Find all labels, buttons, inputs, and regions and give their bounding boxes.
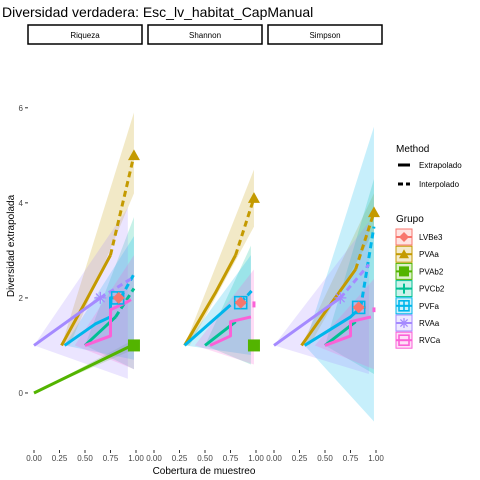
y-tick-label: 6 [19, 104, 24, 113]
x-tick-label: 0.25 [292, 454, 308, 463]
y-tick-label: 2 [19, 294, 24, 303]
facet-strip [27, 24, 143, 45]
y-axis-title: Diversidad extrapolada [6, 194, 17, 297]
x-tick-label: 0.50 [317, 454, 333, 463]
line-interpolado-rvca [324, 315, 372, 347]
facet-strip-label: Simpson [309, 31, 340, 40]
ribbon-pvaa [61, 112, 134, 346]
legend-group-label: PVCb2 [419, 285, 445, 294]
point-pvaa [367, 206, 380, 218]
facet-panel-simpson: Simpson 0.00 0.25 0.50 0.75 1.00 [266, 24, 384, 463]
ribbon-pvfa [304, 126, 374, 422]
facet-strip [267, 24, 383, 45]
ribbon-rvaa [34, 207, 128, 379]
line-interpolado-rvca [84, 301, 127, 347]
legend-group-label: PVAa [419, 250, 439, 259]
point-pvaa [247, 192, 260, 203]
facet-strip-label: Shannon [189, 31, 221, 40]
y-tick-label: 4 [19, 199, 24, 208]
legend-group-key [395, 331, 413, 349]
ribbon-pvaa [301, 193, 374, 346]
point-pvaa [127, 149, 140, 161]
legend: Method Extrapolado Interpolado Grupo LVBe3 PV… [395, 144, 462, 349]
facet-panel-shannon: Shannon 0.00 0.25 0.50 0.75 1.00 [146, 24, 264, 463]
x-tick-label: 0.00 [266, 454, 282, 463]
x-tick-label: 0.25 [52, 454, 68, 463]
legend-group-marker [399, 232, 409, 242]
x-tick-label: 0.00 [26, 454, 42, 463]
facet-panel-riqueza: Riqueza 0.00 0.25 0.50 0.75 1.00 [26, 24, 144, 463]
point-rvaa [94, 291, 107, 304]
line-interpolado-pvaa [60, 254, 112, 347]
legend-group-marker [399, 318, 409, 328]
x-tick-label: 1.00 [368, 454, 384, 463]
legend-group-label: LVBe3 [419, 233, 443, 242]
facet-strip [147, 24, 263, 45]
x-tick-label: 0.75 [103, 454, 119, 463]
legend-method-title: Method [396, 144, 429, 155]
legend-group-marker [399, 266, 409, 277]
line-extrapolado-rvaa [99, 277, 132, 300]
point-lvbe3 [352, 301, 365, 314]
chart-title: Diversidad verdadera: Esc_lv_habitat_Cap… [2, 4, 313, 20]
ribbon-pvaa [184, 169, 254, 346]
legend-group-marker [399, 249, 409, 259]
legend-group-key [395, 314, 413, 332]
line-extrapolado-pvaa [109, 154, 136, 256]
panel-data [183, 169, 260, 365]
legend-group-label: PVAb2 [419, 267, 444, 276]
legend-group-label: RVCa [419, 336, 441, 345]
line-interpolado-pvab2 [33, 344, 133, 395]
legend-method-label: Interpolado [419, 180, 460, 189]
legend-group-key [395, 245, 413, 263]
x-tick-label: 0.75 [343, 454, 359, 463]
x-tick-label: 0.25 [172, 454, 188, 463]
point-lvbe3 [112, 291, 125, 304]
line-extrapolado-rvaa [339, 263, 370, 299]
line-extrapolado-rvca [125, 296, 135, 304]
legend-group-marker [399, 283, 409, 294]
panel-data [33, 112, 140, 395]
facet-strip-label: Riqueza [70, 31, 100, 40]
legend-method-label: Extrapolado [419, 161, 462, 170]
y-axis: 0 2 4 6 [19, 104, 28, 398]
point-pvab2 [247, 339, 260, 352]
legend-group-title: Grupo [396, 214, 424, 225]
legend-group-key [395, 228, 413, 246]
line-interpolado-pvfa [183, 303, 232, 347]
x-tick-label: 1.00 [128, 454, 144, 463]
legend-group-marker [398, 299, 410, 312]
point-rvaa [334, 291, 347, 304]
point-lvbe3 [234, 296, 247, 309]
line-interpolado-rvaa [33, 296, 102, 347]
legend-group-marker [398, 334, 410, 347]
ribbon-rvaa [274, 221, 369, 374]
x-tick-label: 1.00 [248, 454, 264, 463]
legend-group-key [395, 262, 413, 280]
x-axis-title: Cobertura de muestreo [153, 466, 256, 477]
x-tick-label: 0.50 [197, 454, 213, 463]
y-tick-label: 0 [19, 389, 24, 398]
legend-group-label: RVAa [419, 319, 440, 328]
legend-group-key [395, 297, 413, 315]
x-tick-label: 0.50 [77, 454, 93, 463]
line-interpolado-pvaa [183, 254, 237, 347]
line-interpolado-rvaa [273, 296, 342, 347]
legend-group-key [395, 280, 413, 298]
line-interpolado-rvca [209, 315, 252, 347]
point-pvab2 [127, 339, 140, 352]
line-extrapolado-pvcb2 [114, 287, 136, 318]
facet-panels: Riqueza 0.00 0.25 0.50 0.75 1.00 Shannon 0.00 0.… [19, 24, 384, 463]
panel-data [273, 126, 380, 422]
x-tick-label: 0.75 [223, 454, 239, 463]
legend-group-label: PVFa [419, 302, 440, 311]
x-tick-label: 0.00 [146, 454, 162, 463]
